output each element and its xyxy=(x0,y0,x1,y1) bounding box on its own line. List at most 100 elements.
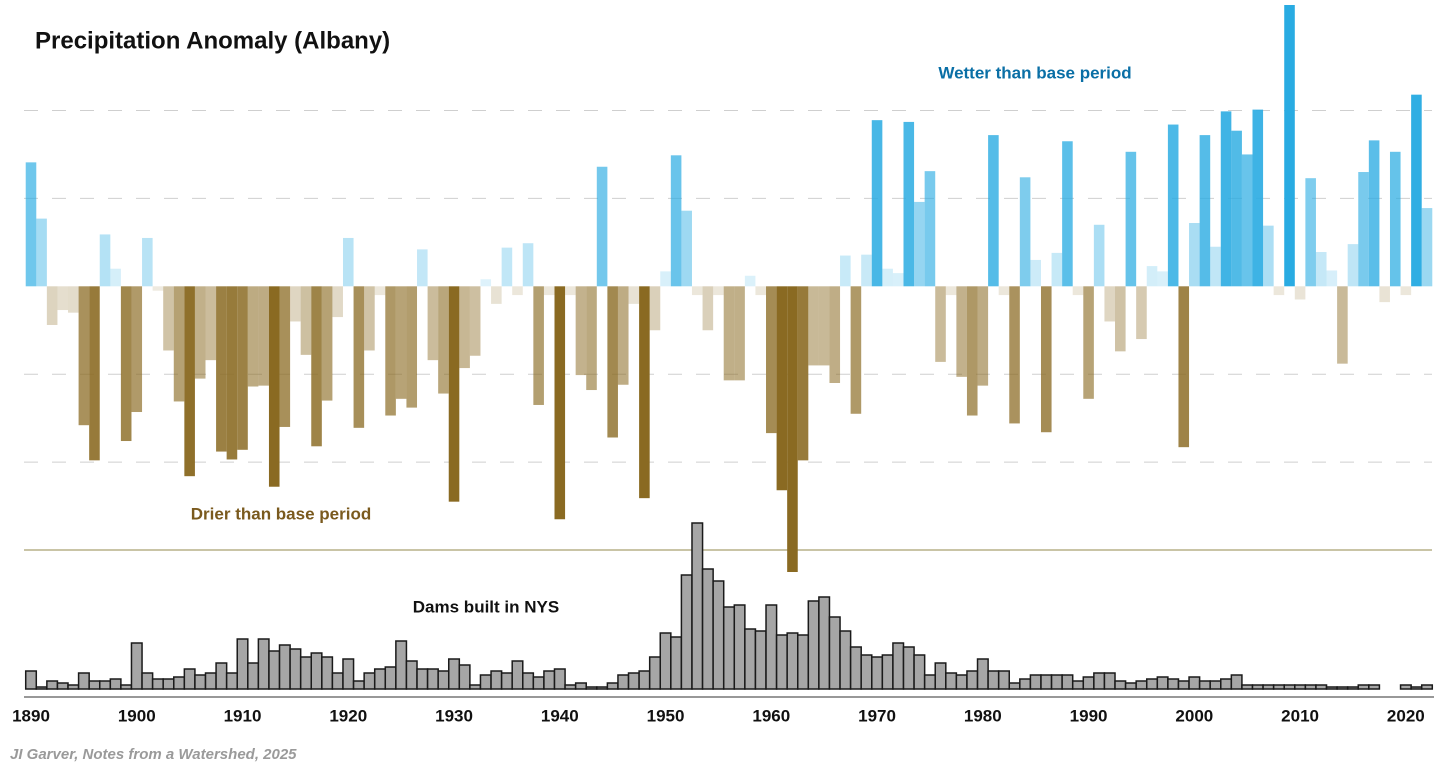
bar xyxy=(1199,135,1211,287)
hist-bar xyxy=(596,686,609,690)
hist-bar xyxy=(881,654,894,690)
hist-bar xyxy=(278,644,291,690)
bar xyxy=(1284,5,1295,287)
bar xyxy=(713,286,724,296)
hist-bar xyxy=(1325,686,1338,690)
hist-bar xyxy=(532,676,545,690)
hist-bar xyxy=(913,654,926,690)
x-tick-label: 1920 xyxy=(329,706,367,725)
bar xyxy=(448,286,460,502)
hist-bar xyxy=(1336,686,1349,690)
bar xyxy=(1083,286,1094,399)
footer: JI Garver, Notes from a Watershed, 2025 xyxy=(10,746,297,763)
bar xyxy=(163,286,174,351)
x-tick-label: 1970 xyxy=(858,706,896,725)
hist-bar xyxy=(120,684,133,690)
bar xyxy=(1104,286,1116,322)
hist-bar xyxy=(342,658,355,690)
hist-bar xyxy=(151,678,164,690)
hist-bar xyxy=(225,672,238,690)
hist-bar xyxy=(1220,678,1233,690)
bar xyxy=(1040,286,1052,433)
bar xyxy=(702,286,714,331)
hist-bar xyxy=(1304,684,1317,690)
bar xyxy=(670,155,682,287)
hist-bar xyxy=(67,684,80,690)
bar xyxy=(68,286,79,313)
bar xyxy=(1072,286,1084,296)
hist-bar xyxy=(416,668,429,690)
bar xyxy=(1305,178,1316,287)
hist-bar xyxy=(1283,684,1296,690)
bar xyxy=(36,218,47,287)
hist-bar xyxy=(98,680,112,690)
hist-bar xyxy=(458,664,471,690)
hist-bar xyxy=(35,686,48,690)
hist-bar xyxy=(522,672,535,690)
hist-bar xyxy=(796,634,810,690)
bar xyxy=(1326,270,1338,287)
bar xyxy=(1030,259,1041,287)
hist-bar xyxy=(712,580,725,690)
bar xyxy=(797,286,809,461)
bar xyxy=(882,268,893,287)
bar xyxy=(512,286,523,296)
hist-bar xyxy=(289,648,302,690)
hist-bar xyxy=(310,652,323,690)
bar xyxy=(818,286,830,366)
bar xyxy=(861,254,872,287)
bar xyxy=(924,171,936,287)
bar xyxy=(1093,224,1105,287)
bar xyxy=(237,286,248,450)
hist-bar xyxy=(1008,682,1021,690)
bar xyxy=(988,135,999,287)
bar xyxy=(1379,286,1390,303)
bar xyxy=(226,286,238,460)
bar xyxy=(290,286,301,322)
hist-bar xyxy=(860,654,873,690)
hist-bar xyxy=(648,656,662,690)
hist-bar xyxy=(892,642,905,690)
x-tick-label: 1960 xyxy=(752,706,790,725)
bar xyxy=(755,286,767,296)
hist-bar xyxy=(1061,674,1074,690)
bar xyxy=(639,286,650,499)
hist-bar xyxy=(606,682,619,690)
bar xyxy=(607,286,618,438)
hist-bar xyxy=(204,672,217,690)
bar xyxy=(89,286,100,461)
bar xyxy=(744,275,756,287)
hist-bar xyxy=(966,670,979,690)
hist-bar xyxy=(638,670,651,690)
histogram-title: Dams built in NYS xyxy=(413,597,559,616)
hist-bar xyxy=(987,670,1000,690)
hist-bar xyxy=(1209,680,1222,690)
annotation: Drier than base period xyxy=(191,504,371,523)
bar xyxy=(787,286,798,572)
hist-bar xyxy=(194,674,207,690)
bar xyxy=(575,286,587,376)
hist-bar xyxy=(1420,684,1434,690)
hist-bar xyxy=(754,630,767,690)
hist-bar xyxy=(818,596,831,690)
bar xyxy=(216,286,227,452)
hist-bar xyxy=(1103,672,1116,690)
hist-bar xyxy=(1272,684,1285,690)
bar xyxy=(1220,111,1232,287)
bar xyxy=(945,286,957,296)
hist-bar xyxy=(680,574,693,690)
bar xyxy=(1178,286,1190,448)
hist-bar xyxy=(183,668,196,690)
bar xyxy=(364,286,375,351)
x-tick-label: 1900 xyxy=(118,706,156,725)
hist-bar xyxy=(1124,682,1137,690)
bar xyxy=(903,121,915,287)
hist-bar xyxy=(1050,674,1063,690)
bar xyxy=(543,286,555,296)
hist-bar xyxy=(659,632,672,690)
bar xyxy=(1347,244,1359,287)
hist-bar xyxy=(173,676,186,690)
hist-bar xyxy=(543,670,556,690)
bar xyxy=(1125,151,1137,287)
hist-bar xyxy=(1230,674,1243,690)
